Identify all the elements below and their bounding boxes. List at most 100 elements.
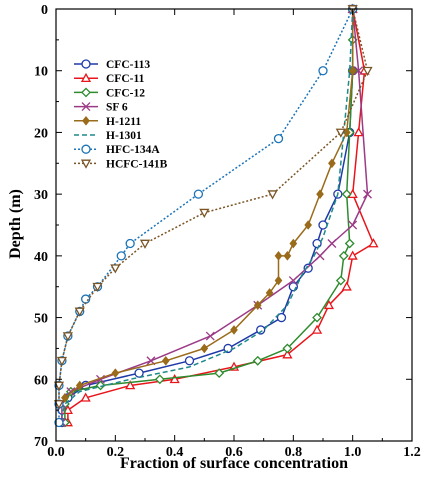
legend-swatch-marker — [82, 115, 90, 126]
x-tick-label: 0.8 — [285, 445, 303, 460]
data-point — [318, 220, 328, 230]
x-tick-label: 1.2 — [403, 445, 421, 460]
data-point — [92, 282, 103, 293]
data-point — [318, 66, 328, 76]
data-point — [214, 368, 225, 379]
x-tick-label: 0.4 — [166, 445, 184, 460]
y-axis-label: Depth (m) — [7, 189, 24, 259]
legend-label: CFC-113 — [106, 59, 150, 71]
series-line — [64, 9, 354, 423]
data-point — [125, 380, 136, 390]
legend-item: H-1211 — [74, 116, 141, 128]
y-tick-label: 10 — [34, 65, 48, 80]
legend-swatch-marker — [81, 102, 91, 112]
data-point — [312, 312, 322, 323]
data-point — [205, 331, 215, 341]
legend-swatch-marker — [81, 144, 91, 154]
data-point — [61, 392, 69, 403]
data-point — [53, 381, 65, 391]
data-point — [80, 392, 91, 402]
legend: CFC-113 CFC-11 CFC-12 SF 6 H-1211 H-1301 HFC-1… — [74, 59, 168, 170]
data-point — [354, 66, 364, 76]
data-point — [274, 251, 283, 261]
legend-swatch-marker — [81, 59, 91, 69]
data-point — [161, 355, 170, 366]
data-point — [282, 343, 293, 354]
data-point — [274, 275, 283, 286]
data-point — [53, 400, 65, 410]
legend-item: HFC-134A — [74, 144, 160, 156]
data-point — [154, 374, 165, 385]
data-point — [265, 288, 274, 298]
legend-label: HFC-134A — [106, 144, 160, 156]
legend-label: CFC-11 — [106, 73, 145, 85]
legend-label: CFC-12 — [106, 87, 145, 99]
data-point — [200, 343, 209, 354]
legend-swatch-marker — [80, 72, 92, 83]
data-point — [54, 417, 64, 428]
series-line — [61, 9, 354, 423]
data-point — [304, 220, 313, 230]
data-point — [199, 208, 210, 218]
data-point — [193, 189, 204, 199]
data-point — [341, 281, 352, 291]
x-tick-label: 0.6 — [225, 445, 243, 460]
data-point — [75, 380, 84, 391]
data-point — [341, 189, 352, 200]
series-line — [67, 8, 375, 423]
x-tick-label: 1.0 — [344, 445, 362, 460]
data-point — [303, 263, 313, 273]
data-point — [74, 307, 85, 317]
legend-item: H-1301 — [74, 130, 142, 142]
data-point — [362, 66, 373, 77]
legend-item: HCFC-141B — [74, 158, 168, 170]
series-layer — [53, 3, 379, 428]
data-point — [289, 238, 298, 249]
data-point — [56, 356, 68, 367]
legend-item: CFC-113 — [74, 59, 150, 71]
y-tick-label: 70 — [34, 435, 48, 450]
data-point — [348, 65, 357, 76]
data-point — [276, 312, 287, 323]
data-point — [230, 325, 238, 335]
data-point — [335, 128, 346, 138]
data-point — [344, 238, 355, 249]
data-point — [363, 189, 372, 199]
data-point — [328, 158, 336, 169]
legend-swatch-marker — [80, 159, 92, 169]
data-point — [327, 239, 337, 248]
data-point — [348, 220, 358, 230]
data-point — [169, 373, 180, 384]
data-point — [253, 300, 262, 311]
data-point — [273, 133, 284, 144]
data-point — [125, 238, 135, 249]
data-point — [347, 250, 358, 260]
data-point — [116, 251, 126, 261]
x-tick-label: 0.0 — [47, 445, 65, 460]
data-point — [139, 239, 151, 249]
series-hcfc-141b — [53, 5, 373, 410]
data-point — [95, 380, 106, 391]
data-point — [252, 355, 263, 366]
series-h-1301 — [61, 8, 354, 417]
data-point — [81, 294, 91, 304]
data-point — [311, 324, 323, 334]
legend-swatch-marker — [81, 87, 91, 98]
legend-item: SF 6 — [74, 102, 128, 114]
y-tick-label: 0 — [41, 3, 48, 18]
data-point — [267, 190, 278, 200]
data-point — [316, 189, 324, 199]
y-tick-label: 50 — [34, 312, 48, 327]
series-line — [61, 8, 354, 417]
data-point — [111, 368, 120, 378]
data-point — [312, 238, 322, 249]
data-point — [338, 250, 349, 261]
data-point — [184, 356, 195, 366]
axes-layer: 0.0 0.2 0.4 0.6 0.8 1.0 1.2 0 10 20 30 40 50 60 70 — [34, 3, 421, 460]
legend-label: H-1301 — [106, 130, 142, 142]
data-point — [256, 325, 266, 335]
y-tick-label: 40 — [34, 250, 48, 265]
y-tick-label: 60 — [34, 373, 48, 388]
data-point — [62, 404, 73, 414]
